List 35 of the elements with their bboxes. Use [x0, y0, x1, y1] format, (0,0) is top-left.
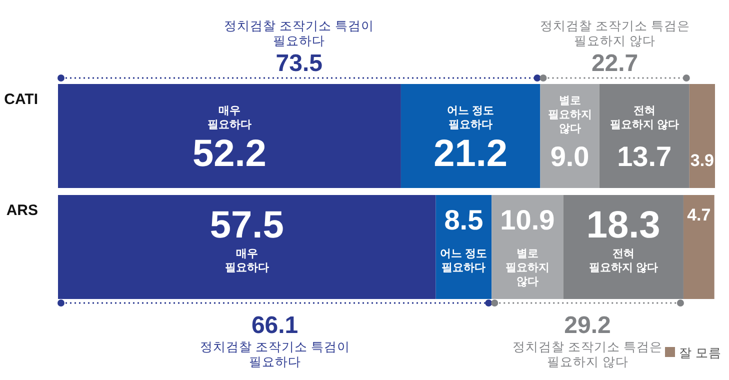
legend-label: 잘 모름 — [679, 346, 722, 360]
y-tick-label: ARS — [6, 202, 38, 219]
text: 66.1 — [251, 312, 298, 339]
text: 29.2 — [564, 312, 611, 339]
data-label: 9.0 — [550, 141, 590, 172]
data-label: 10.9 — [500, 204, 555, 236]
annotation: 73.5 — [276, 50, 322, 77]
y-tick-label: CATI — [4, 91, 38, 108]
text: 별로 필요하지 않다 — [505, 248, 550, 288]
data-label: 8.5 — [444, 204, 484, 236]
data-label: 52.2 — [192, 133, 266, 175]
bar — [400, 84, 540, 188]
bar — [683, 195, 714, 299]
data-label: 4.7 — [687, 206, 711, 225]
series-label: 전혀 필요하지 않다 — [610, 105, 679, 131]
text: 정치검찰 조작기소 특검은 필요하지 않다 — [512, 340, 663, 369]
bar — [689, 84, 715, 188]
bar — [58, 84, 401, 188]
data-label: 18.3 — [586, 204, 660, 246]
bar — [599, 84, 690, 188]
text: 전혀 필요하지 않다 — [588, 248, 658, 274]
series-label: 별로 필요하지 않다 — [548, 95, 592, 135]
annotation: 22.7 — [591, 50, 638, 77]
data-label: 21.2 — [434, 133, 508, 175]
series-label: 어느 정도 필요하다 — [440, 248, 488, 274]
legend: 잘 모름 — [665, 346, 722, 360]
data-label: 3.9 — [690, 151, 714, 170]
annotation: 정치검찰 조작기소 특검이 필요하다 — [224, 19, 374, 48]
text: 어느 정도 필요하다 — [447, 105, 494, 131]
annotation: 정치검찰 조작기소 특검은 필요하지 않다 — [540, 19, 690, 48]
data-label: 13.7 — [617, 141, 672, 172]
text: 매우 필요하다 — [224, 248, 269, 274]
text: 정치검찰 조작기소 특검이 필요하다 — [200, 340, 350, 369]
series-label: 매우 필요하다 — [207, 105, 252, 131]
data-label: 57.5 — [210, 204, 284, 246]
